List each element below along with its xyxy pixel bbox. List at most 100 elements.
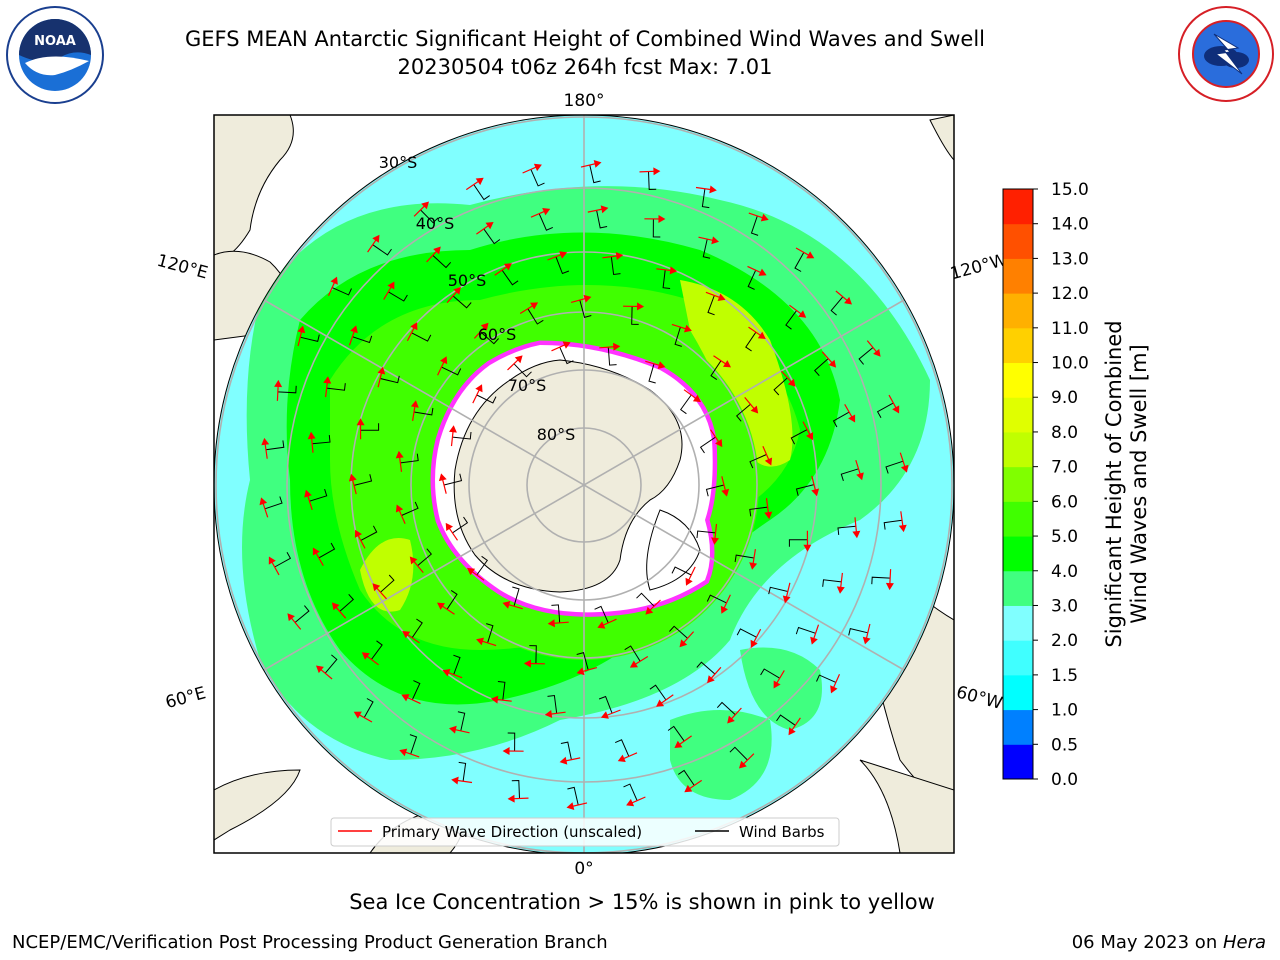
wave-arrow-head [684, 324, 692, 333]
wind-barb [432, 254, 452, 269]
wind-barb [760, 668, 780, 679]
wind-barb [576, 651, 589, 671]
colorbar-segment [1003, 605, 1033, 641]
wave-arrow-head [757, 331, 766, 339]
colorbar-tick-label: 7.0 [1051, 458, 1078, 478]
wave-arrow-head [401, 694, 410, 702]
wave-arrow-head [629, 660, 638, 668]
wave-arrow-head [593, 160, 602, 168]
wave-arrow-head [437, 602, 445, 610]
wave-arrow-head [485, 222, 494, 230]
wave-arrow-head [739, 760, 747, 769]
colorbar-segment [1003, 536, 1033, 572]
wind-barb [411, 680, 421, 701]
wave-arrow-head [409, 556, 418, 565]
colorbar-tick-label: 0.0 [1051, 770, 1078, 790]
wind-barb [579, 299, 592, 319]
wave-arrow-head [828, 359, 837, 368]
wind-barb [476, 394, 497, 404]
colorbar-segment [1003, 431, 1033, 468]
wave-arrow-head [449, 725, 457, 734]
wind-barb [555, 256, 570, 275]
wave-arrow-head [503, 263, 512, 271]
wind-barb [706, 594, 727, 604]
wind-barb [529, 645, 537, 664]
wind-barb [483, 228, 501, 245]
wind-barb [883, 519, 903, 530]
wind-barb [411, 618, 423, 639]
wind-barb [480, 331, 499, 345]
wave-arrow-head [387, 281, 395, 290]
wave-arrow-head [559, 756, 568, 765]
wave-arrow-head [331, 602, 340, 611]
wave-arrow-head [467, 567, 476, 576]
noaa-logo: NOAA [6, 6, 104, 104]
wave-arrow-head [862, 636, 871, 645]
wave-arrow-head [798, 310, 807, 318]
colorbar-tick-label: 1.0 [1051, 701, 1078, 721]
wave-arrow-head [304, 489, 312, 498]
colorbar-label-line1: Significant Height of Combined [1102, 320, 1126, 647]
wind-barb [457, 711, 466, 731]
wave-arrow-head [348, 473, 357, 482]
wave-arrow-head [330, 276, 338, 285]
wave-arrow-head [583, 294, 592, 303]
wave-arrow-head [323, 376, 332, 384]
lat-label-50s: 50°S [448, 271, 487, 290]
wind-barb [648, 363, 656, 384]
wave-arrow-head [353, 711, 362, 719]
wind-barb [734, 554, 755, 563]
colorbar-tick-label: 6.0 [1051, 492, 1078, 512]
wave-arrow-head [547, 619, 555, 628]
colorbar-tick-label: 14.0 [1051, 215, 1089, 235]
wind-barb [598, 695, 613, 714]
lon-label-180: 180° [564, 91, 605, 111]
wind-barb [710, 360, 722, 381]
wave-arrow-head [399, 748, 408, 757]
wave-arrow-head [811, 488, 820, 497]
wave-arrow-head [372, 583, 381, 592]
wind-barb [832, 411, 850, 428]
wind-barb [512, 586, 520, 607]
wind-barb [507, 732, 516, 752]
legend-wave-label: Primary Wave Direction (unscaled) [382, 823, 642, 841]
colorbar-segment [1003, 570, 1033, 606]
wave-arrow-head [715, 439, 723, 448]
map-legend: Primary Wave Direction (unscaled) Wind B… [330, 817, 840, 847]
wind-barb [614, 739, 630, 757]
wind-barb [513, 363, 532, 378]
wind-barb [667, 725, 685, 742]
wind-barb [453, 654, 461, 675]
wave-arrow-head [402, 631, 411, 639]
colorbar-segment [1003, 189, 1033, 225]
wave-arrow-head [885, 582, 894, 591]
wind-barb [324, 654, 338, 674]
wind-barb [816, 674, 837, 683]
wave-arrow-head [287, 613, 295, 622]
colorbar-label-line2: Wind Waves and Swell [m] [1127, 344, 1151, 624]
wave-arrow-head [760, 213, 769, 222]
wave-arrow-head [764, 511, 773, 520]
colorbar: 0.0 0.5 1.0 1.5 2.0 3.0 4.0 5.0 6.0 7.0 8.0 9.0 10.0… [1002, 180, 1089, 790]
wave-arrow-head [803, 544, 812, 552]
wind-barb [501, 269, 519, 286]
wind-barb [294, 605, 310, 623]
lon-label-120w: 120°W [948, 250, 1009, 284]
wave-arrow-head [490, 695, 499, 704]
wind-barb [446, 589, 458, 610]
wind-barb [729, 746, 748, 761]
wind-barb [678, 769, 695, 786]
wave-arrow-head [782, 595, 791, 604]
wind-barb [417, 548, 433, 567]
wave-arrow-head [597, 621, 606, 629]
wind-barb [274, 551, 292, 568]
lon-label-0: 0° [574, 859, 593, 879]
wave-arrow-head [312, 547, 320, 556]
wave-arrow-head [274, 379, 283, 388]
wind-barb [551, 604, 561, 623]
wind-barb [813, 358, 829, 377]
wind-barb [589, 164, 601, 184]
footer-branch: NCEP/EMC/Verification Post Processing Pr… [12, 932, 608, 953]
colorbar-segment [1003, 397, 1033, 433]
